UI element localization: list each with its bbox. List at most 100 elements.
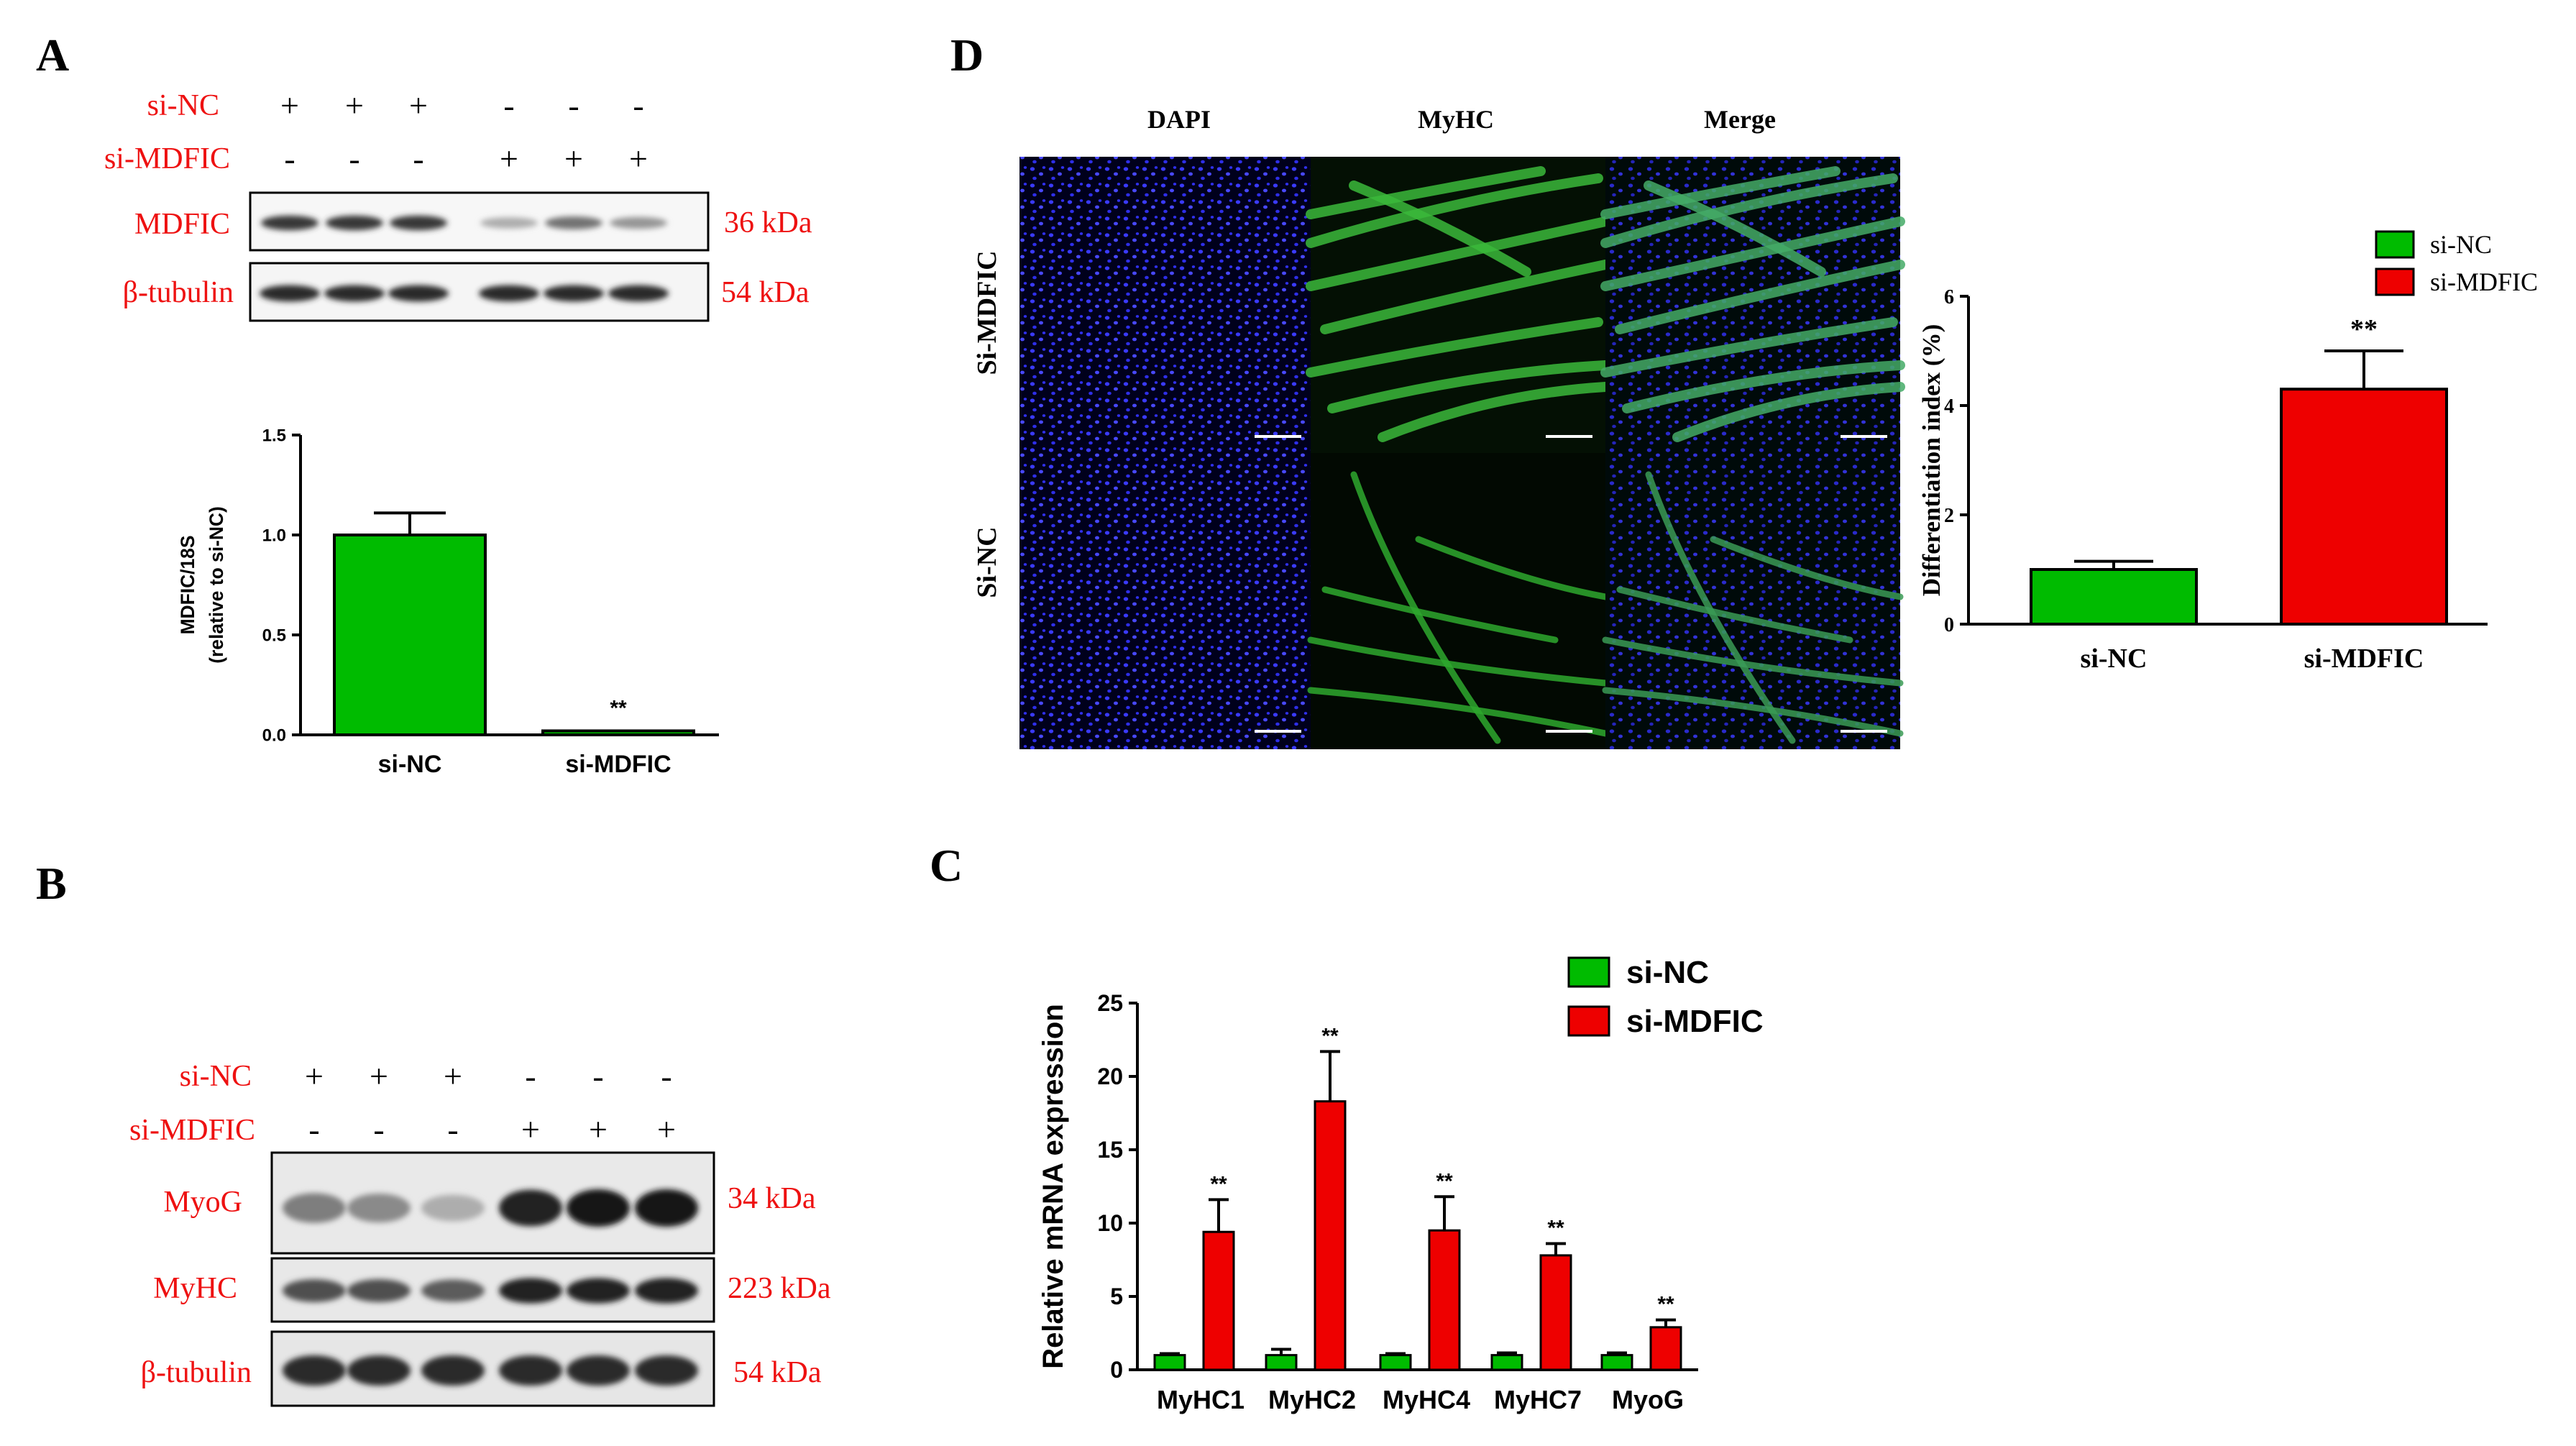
myotube-fiber [1644, 180, 1826, 277]
blot-b-marks: + + + - - - - - - + + + [305, 1058, 676, 1148]
blot-mark: + [444, 1058, 462, 1094]
blot-band [480, 217, 538, 229]
myotube-fiber [1350, 471, 1501, 744]
blot-mark: + [370, 1058, 388, 1094]
blot-band [347, 1279, 411, 1302]
blot-b-cond-label-1: si-NC [180, 1060, 252, 1093]
micro-col-label-2: MyHC [1418, 105, 1494, 134]
blot-mark: - [661, 1058, 671, 1094]
y-tick-label: 15 [1097, 1137, 1123, 1163]
microscopy-grid: DAPI MyHC Merge Si-MDFIC Si-NC [972, 105, 1905, 749]
chart-c: 0 5 10 15 20 25 Relative mRNA expression ** MyHC… [1037, 955, 1764, 1414]
y-axis-label: MDFIC/18S [177, 536, 198, 635]
blot-band [499, 1189, 562, 1227]
blot-band [499, 1355, 562, 1386]
significance-mark: ** [2350, 314, 2378, 344]
blot-mark: + [409, 87, 428, 124]
y-tick-label: 0.0 [262, 726, 286, 745]
y-tick-label: 0 [1944, 614, 1954, 636]
blot-band [544, 285, 604, 302]
bar [2280, 388, 2448, 626]
micro-merge-fibers [1600, 166, 1905, 744]
significance-mark: ** [1210, 1172, 1227, 1196]
y-tick-label: 10 [1097, 1210, 1123, 1236]
blot-b-band-label-2: MyHC [153, 1272, 237, 1305]
bar [1379, 1354, 1412, 1371]
blot-a-bands [260, 215, 669, 302]
y-tick-label: 6 [1944, 286, 1954, 308]
myotube-fiber [1622, 360, 1905, 413]
myotube-fiber [1600, 216, 1905, 291]
blot-band [635, 1355, 698, 1386]
x-tick-label: MyHC2 [1268, 1385, 1356, 1414]
blot-band [499, 1278, 562, 1304]
blot-band [283, 1279, 346, 1302]
micro-col-label-1: DAPI [1147, 105, 1211, 134]
y-tick-label: 4 [1944, 395, 1954, 418]
y-axis-label-2: (relative to si-NC) [206, 506, 227, 664]
myotube-fiber [1600, 166, 1841, 219]
myotube-fiber [1378, 382, 1610, 442]
micro-dapi-top [1019, 157, 1311, 453]
myotube-fiber [1645, 471, 1796, 744]
bar [1539, 1254, 1572, 1371]
chart-d: 0 2 4 6 Differentiation index (%) si-NC ** si-M… [1917, 230, 2538, 674]
myotube-fiber [1349, 180, 1531, 277]
blot-band [421, 1279, 485, 1302]
blot-mark: + [564, 140, 583, 177]
blot-mark: - [503, 87, 514, 124]
bar [333, 534, 487, 736]
x-tick-label: MyoG [1612, 1385, 1684, 1414]
blot-mark: - [349, 140, 359, 177]
blot-mark: - [525, 1058, 536, 1094]
myotube-fiber [1307, 687, 1609, 737]
blot-band [567, 1189, 630, 1227]
blot-band [421, 1194, 485, 1222]
blot-b-band-label-1: MyoG [163, 1186, 242, 1219]
blot-band [326, 215, 383, 231]
blot-band [567, 1355, 630, 1386]
blot-b-cond-label-2: si-MDFIC [129, 1114, 255, 1147]
bar [1153, 1354, 1186, 1371]
blot-band [260, 285, 320, 302]
legend-swatch [2375, 230, 2415, 259]
micro-myhc-fibers [1306, 166, 1610, 744]
significance-mark: ** [1657, 1293, 1674, 1317]
x-tick-label: MyHC7 [1494, 1385, 1582, 1414]
legend-label: si-NC [2430, 230, 2492, 259]
blot-mark: + [500, 140, 518, 177]
myotube-fiber [1306, 166, 1546, 219]
y-axis-label: Differentiation index (%) [1917, 324, 1945, 596]
y-tick-label: 25 [1097, 990, 1123, 1016]
blot-mark: + [345, 87, 364, 124]
myotube-fiber [1307, 636, 1609, 687]
blot-b-bands [283, 1189, 698, 1386]
myotube-fiber [1600, 173, 1898, 248]
blot-band [421, 1355, 485, 1386]
myotube-fiber [1306, 173, 1603, 248]
blot-mark: - [413, 140, 423, 177]
bar [1202, 1230, 1235, 1371]
bar [1314, 1100, 1347, 1371]
blot-band [635, 1278, 698, 1304]
blot-band [567, 1278, 630, 1304]
significance-mark: ** [1321, 1024, 1339, 1048]
panel-letter-d: D [950, 29, 984, 81]
blot-a-band-label-2: β-tubulin [123, 276, 234, 309]
blot-band [324, 285, 385, 302]
x-tick-label: si-NC [378, 751, 442, 778]
myotube-fiber [1710, 536, 1904, 600]
blot-band [261, 215, 318, 231]
blot-mark: - [447, 1111, 458, 1148]
blot-band [610, 216, 667, 229]
legend-label: si-MDFIC [2430, 267, 2538, 296]
legend-label: si-NC [1626, 955, 1709, 990]
bar [541, 729, 695, 737]
blot-b-size-1: 34 kDa [728, 1182, 816, 1215]
blot-mark: + [629, 140, 648, 177]
blot-b-band-label-3: β-tubulin [141, 1356, 252, 1389]
blot-mark: + [589, 1111, 608, 1148]
blot-band [390, 215, 447, 231]
myotube-fiber [1327, 360, 1610, 413]
